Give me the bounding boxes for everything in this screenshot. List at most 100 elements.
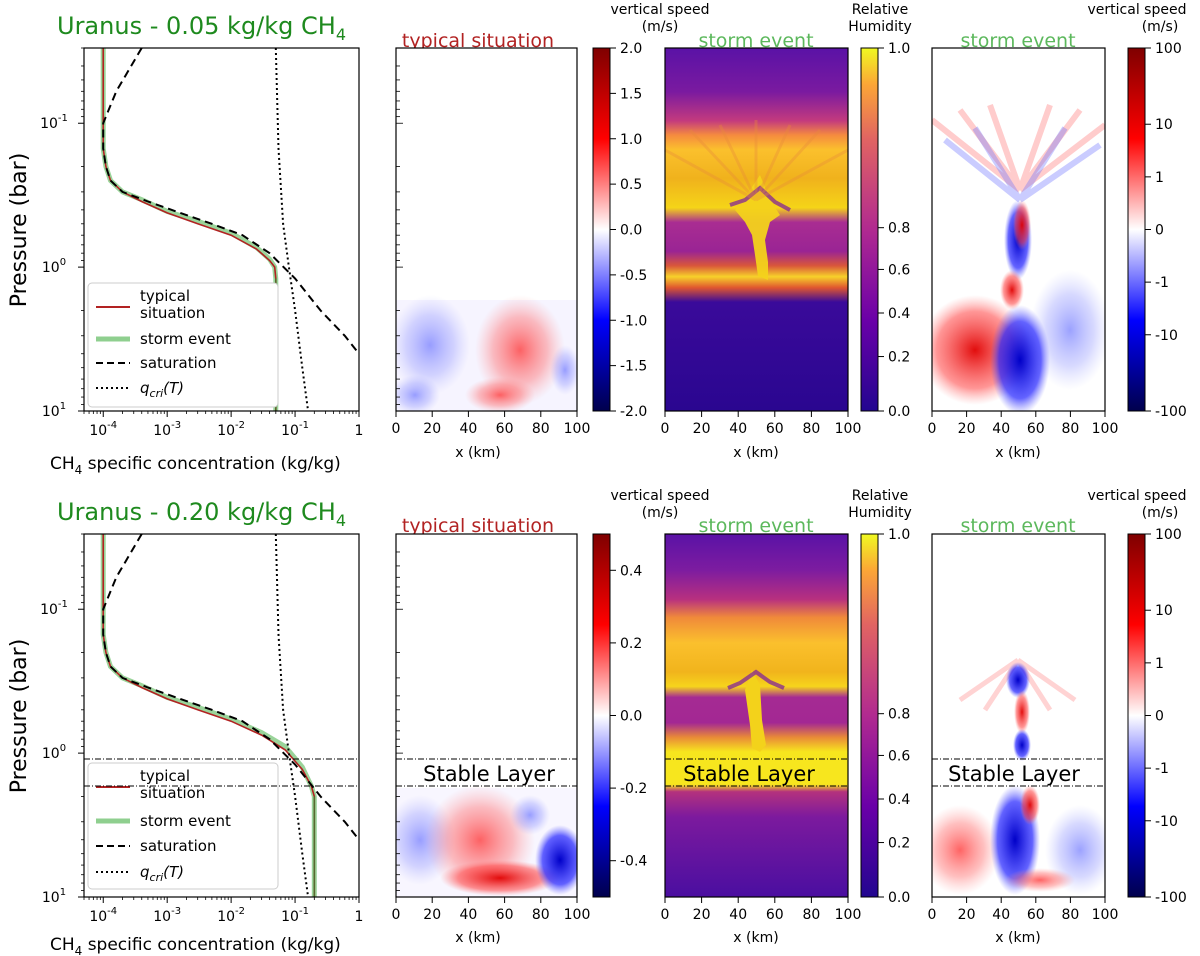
row1-wstorm-cb-tick-label-1: 10	[1155, 117, 1173, 133]
row2-wtypical-x-tick-label-3: 60	[496, 907, 514, 923]
row2: Uranus - 0.20 kg/kg CH4 Pressure (bar) 1…	[7, 488, 1187, 956]
row2-wstorm-x-tick-label-3: 60	[1027, 907, 1045, 923]
row1-rh-x-tick-label-3: 60	[766, 421, 784, 437]
row1-profile-ylabel: Pressure (bar)	[7, 153, 32, 308]
row2-rh-xticks: 0 20 40 60 80 100	[661, 897, 861, 923]
row1-wstorm-frame	[931, 47, 1106, 412]
row1-legend-typical-l2: situation	[140, 304, 205, 322]
row2-wstorm-field	[932, 657, 1105, 895]
row1-wstorm-cbtitle-l1: vertical speed	[1088, 2, 1187, 18]
row2-wtypical-xlabel: x (km)	[455, 930, 500, 946]
row2-wstorm-xticks: 0 20 40 60 80 100	[928, 897, 1118, 923]
row2-wstorm-x-tick-label-1: 20	[958, 907, 976, 923]
row2-profile-ytick-label-2: 101	[42, 887, 66, 906]
row1-wtypical-field	[396, 295, 577, 411]
row1-wstorm-cb-tick-label-0: 100	[1155, 41, 1182, 57]
row1-rh-frame	[664, 47, 849, 412]
row2-wstorm-x-tick-label-2: 40	[992, 907, 1010, 923]
row1-wtypical-cb-tick-label-8: -2.0	[620, 404, 647, 420]
row1-rh-cb-tick-label-4: 0.2	[888, 350, 910, 366]
row1-wtypical-leftticks	[396, 47, 403, 405]
row2-wtypical-field	[396, 785, 577, 897]
row2-rh-cb-tick-label-2: 0.6	[888, 748, 910, 764]
row2-wtypical-x-tick-label-0: 0	[392, 907, 401, 923]
row1-profile-xtick-label-0: 10-4	[89, 420, 117, 439]
row1-rh-x-tick-label-4: 80	[802, 421, 820, 437]
row2-profile-series-saturation	[102, 534, 359, 841]
row2-profile-xtick-label-0: 10-4	[89, 906, 117, 925]
row1-wtypical-colorbar	[592, 47, 611, 412]
row2-rh-cb-tick-label-0: 1.0	[888, 527, 910, 543]
row2-profile-lines	[100, 534, 359, 897]
row2-profile-xtick-label-3: 10-1	[281, 906, 309, 925]
row2-wstorm-cb-tick-label-0: 100	[1155, 527, 1182, 543]
row1-wtypical-panel: typical situation x (km) 0 20 40 60 80 100 ve…	[392, 2, 710, 461]
row2-legend-box	[87, 762, 279, 890]
row1-rh-cb-tick-label-3: 0.4	[888, 306, 910, 322]
row2-wtypical-x-tick-label-2: 40	[459, 907, 477, 923]
row1-rh-plume	[664, 120, 849, 280]
row2-wstorm-colorbar	[1127, 533, 1146, 898]
row2-wtypical-leftticks	[396, 533, 403, 891]
row2-wtypical-panel: typical situation x (km) 0 20 40 60 80 100 ve…	[392, 488, 710, 946]
row1-legend-box	[87, 282, 279, 408]
row2-wtypical-cbtitle-l1: vertical speed	[611, 488, 710, 504]
row2-legend-sat-label: saturation	[140, 837, 217, 855]
row2-wtypical-subtitle: typical situation	[402, 515, 554, 537]
row1-legend: typical situation storm event saturation…	[87, 282, 279, 408]
row1-rh-cb-tick-label-5: 0.0	[888, 404, 910, 420]
row1-wtypical-xlabel: x (km)	[455, 445, 500, 461]
row1-wstorm-cb-tick-label-5: -10	[1155, 328, 1178, 344]
row2-rh-frame	[664, 533, 849, 898]
row2-legend-storm-label: storm event	[140, 812, 231, 830]
row1-profile-xtick-label-3: 10-1	[281, 420, 309, 439]
row1-wtypical-cbtitle-l2: (m/s)	[642, 19, 679, 35]
row1-wtypical-cb-tick-label-0: 2.0	[620, 41, 642, 57]
row2-legend-typical-l2: situation	[140, 784, 205, 802]
row1-wstorm-colorbar	[1127, 47, 1146, 412]
row1-wstorm-cb-tick-label-2: 1	[1155, 170, 1164, 186]
row1-wtypical-cbtitle-l1: vertical speed	[611, 2, 710, 18]
row1-wtypical-cb-tick-label-5: -0.5	[620, 268, 647, 284]
row2-title: Uranus - 0.20 kg/kg CH4	[57, 498, 346, 530]
row2-rh-x-tick-label-3: 60	[766, 907, 784, 923]
row1-wstorm-panel: storm event x (km) 0 20 40 60 80 100 vertical…	[928, 2, 1187, 461]
row2-rh-xlabel: x (km)	[733, 930, 778, 946]
row2-rh-cb-tick-label-3: 0.4	[888, 792, 910, 808]
row1-wtypical-cb-tick-label-3: 0.5	[620, 177, 642, 193]
row2-profile-panel: Pressure (bar) 10-4 10-3 10-2 10-1 110-11001…	[7, 533, 363, 956]
row2-wstorm-frame	[931, 533, 1106, 898]
row1-wstorm-cb-tick-label-4: -1	[1155, 275, 1169, 291]
row2-wtypical-cb-tick-label-1: 0.2	[620, 636, 642, 652]
stable-layer-label-storm: Stable Layer	[948, 762, 1080, 786]
row1-profile-xtick-label-2: 10-2	[217, 420, 245, 439]
row1-wstorm-field	[932, 104, 1105, 411]
row2-rh-cbtitle-l2: Humidity	[848, 505, 911, 521]
row2-wtypical-cbticks: 0.4 0.2 0.0 -0.2 -0.4	[610, 563, 647, 870]
row1-rh-cbtitle-l1: Relative	[852, 2, 908, 18]
row1-rh-x-tick-label-0: 0	[661, 421, 670, 437]
row2-wstorm-cbtitle-l1: vertical speed	[1088, 488, 1187, 504]
row1-wstorm-cbtitle-l2: (m/s)	[1142, 19, 1179, 35]
row1-wstorm-x-tick-label-1: 20	[958, 421, 976, 437]
row1-rh-cb-tick-label-1: 0.8	[888, 221, 910, 237]
row1-profile-series-typical-situation	[102, 48, 277, 411]
row2-profile-axes: 10-4 10-3 10-2 10-1 1 10-1 100 101	[40, 533, 363, 925]
row1-wstorm-xticks: 0 20 40 60 80 100	[928, 411, 1118, 437]
row2-rh-x-tick-label-1: 20	[693, 907, 711, 923]
row1-rh-x-tick-label-2: 40	[729, 421, 747, 437]
row2-legend: typical situation storm event saturation…	[87, 762, 279, 890]
stable-layer-label-rh: Stable Layer	[683, 762, 815, 786]
row2-profile-ytick-label-1: 100	[42, 743, 66, 762]
row1-profile-panel: Pressure (bar) 10-4 10-3 10-2 10-1 110-11001…	[7, 47, 363, 477]
row1-legend-sat-label: saturation	[140, 354, 217, 372]
row1-profile-frame	[83, 47, 360, 412]
row1-legend-typical-l1: typical	[140, 287, 190, 305]
row2-profile-series-q-cri-t-	[274, 534, 310, 897]
row1-profile-ytick-label-1: 100	[42, 257, 66, 276]
row1-legend-qcri-label: qcri(T)	[140, 379, 184, 400]
row2-rh-x-tick-label-2: 40	[729, 907, 747, 923]
row2-profile-xlabel: CH4 specific concentration (kg/kg)	[50, 935, 341, 956]
row2-rh-x-tick-label-0: 0	[661, 907, 670, 923]
